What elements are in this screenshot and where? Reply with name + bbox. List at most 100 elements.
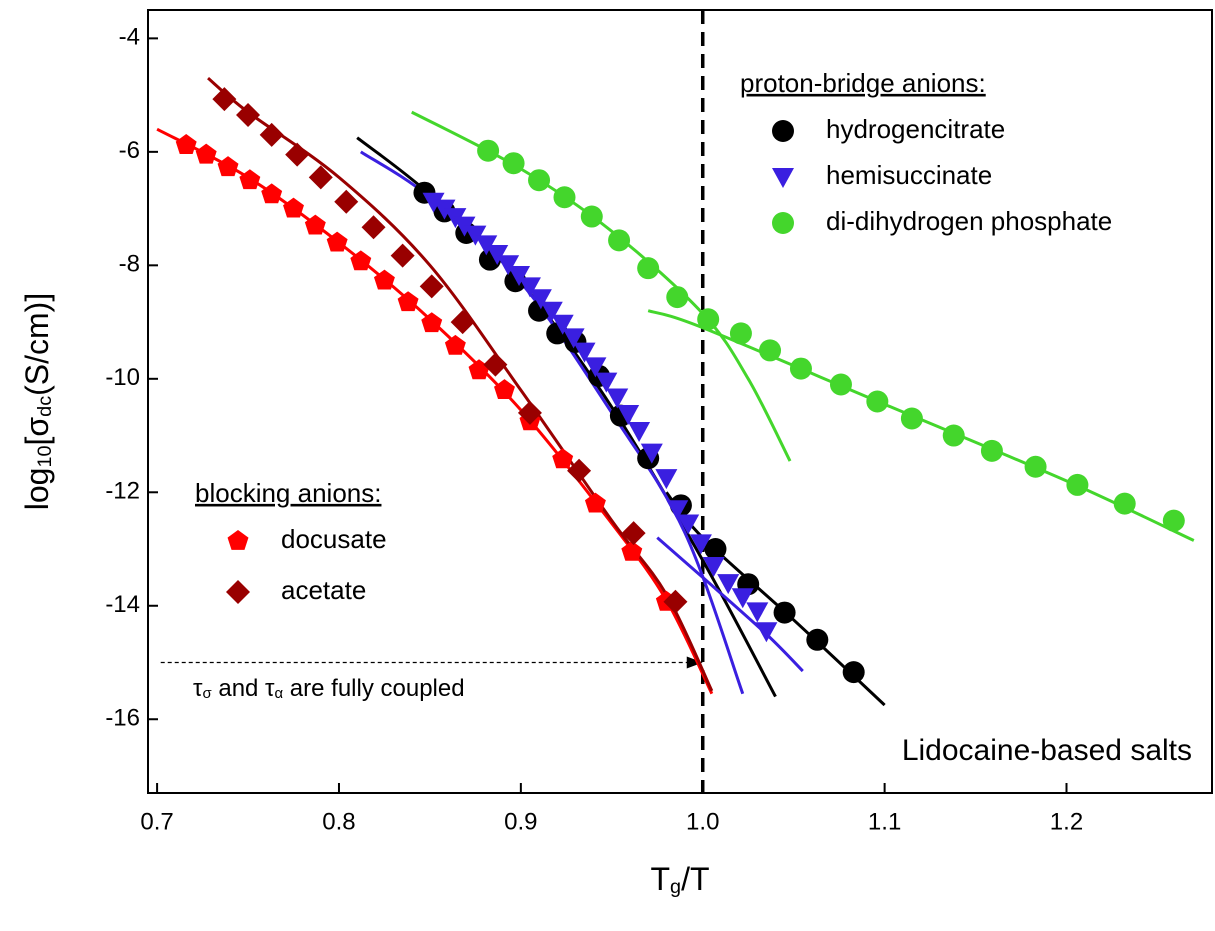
- subscript: dc: [34, 396, 56, 417]
- point: [304, 214, 326, 235]
- point: [1066, 473, 1089, 496]
- point: [789, 357, 812, 380]
- point: [842, 661, 865, 684]
- point: [942, 424, 965, 447]
- point: [628, 422, 651, 443]
- point: [528, 169, 551, 192]
- x-tick-label: 0.7: [140, 808, 173, 835]
- point: [553, 186, 576, 209]
- point: [731, 588, 754, 609]
- point: [1113, 492, 1136, 515]
- plot-frame: [147, 9, 1213, 794]
- point: [239, 169, 261, 190]
- y-tick-label: -12: [105, 478, 140, 505]
- legend-title: proton-bridge anions:: [740, 68, 986, 98]
- y-tick-label: -14: [105, 591, 140, 618]
- point: [666, 500, 689, 521]
- point: [573, 342, 596, 363]
- point: [621, 521, 646, 546]
- text-part: /T: [681, 861, 709, 897]
- point: [334, 189, 359, 214]
- point: [502, 152, 525, 175]
- point: [422, 192, 445, 213]
- point: [655, 469, 678, 490]
- point: [552, 448, 574, 469]
- text-part: [σ: [19, 417, 55, 446]
- legend-title: blocking anions:: [195, 478, 381, 508]
- point: [704, 538, 727, 561]
- subscript: α: [275, 686, 284, 702]
- point: [283, 197, 304, 218]
- point: [663, 589, 688, 614]
- point: [285, 142, 310, 167]
- point: [1024, 455, 1047, 478]
- point: [729, 322, 752, 345]
- point: [421, 312, 443, 333]
- point: [829, 373, 852, 396]
- point: [746, 602, 769, 623]
- legend-marker: [227, 530, 249, 550]
- text-part: are fully coupled: [283, 675, 464, 702]
- point: [666, 286, 689, 309]
- point: [640, 443, 663, 464]
- fit-curve: [356, 136, 777, 698]
- point: [540, 301, 563, 322]
- point: [494, 379, 515, 400]
- point: [755, 622, 778, 643]
- point: [677, 514, 700, 535]
- fit-curve: [656, 536, 804, 673]
- point: [195, 143, 217, 164]
- point: [326, 231, 348, 252]
- y-tick-label: -4: [119, 24, 140, 51]
- point: [450, 310, 475, 335]
- fit-curve: [647, 309, 1195, 542]
- point: [419, 274, 444, 299]
- point: [584, 492, 606, 513]
- point: [806, 628, 829, 651]
- point: [464, 225, 487, 246]
- point: [236, 102, 261, 127]
- point: [621, 540, 643, 561]
- legend-label: docusate: [281, 524, 387, 554]
- legend-label: acetate: [281, 575, 366, 605]
- text-part: (S/cm)]: [19, 293, 55, 396]
- point: [551, 314, 574, 335]
- legend-marker: [226, 580, 250, 604]
- point: [637, 257, 660, 280]
- point: [697, 308, 720, 331]
- legend-label: hydrogencitrate: [826, 114, 1005, 144]
- point: [517, 400, 542, 425]
- point: [475, 235, 498, 256]
- legend-label: di-dihydrogen phosphate: [826, 206, 1112, 236]
- point: [261, 183, 283, 204]
- point: [508, 265, 531, 286]
- y-tick-label: -8: [119, 251, 140, 278]
- subscript: g: [670, 876, 681, 898]
- point: [212, 87, 237, 112]
- point: [580, 205, 603, 228]
- point: [1162, 509, 1185, 532]
- point: [702, 557, 725, 578]
- point: [567, 458, 592, 483]
- annotation: τσ and τα are fully coupled: [193, 675, 465, 702]
- x-axis-label: Tg/T: [650, 861, 709, 898]
- point: [717, 574, 740, 595]
- text-part: and τ: [212, 675, 275, 702]
- y-tick-label: -16: [105, 705, 140, 732]
- point: [980, 439, 1003, 462]
- point: [529, 289, 552, 310]
- text-part: log: [19, 468, 55, 511]
- point: [606, 388, 629, 409]
- point: [373, 269, 395, 290]
- x-tick-label: 1.2: [1050, 808, 1083, 835]
- arrow-head: [686, 656, 703, 669]
- x-tick-label: 1.1: [868, 808, 901, 835]
- subscript: σ: [202, 686, 211, 702]
- point: [759, 339, 782, 362]
- point: [689, 534, 712, 555]
- point: [617, 404, 640, 425]
- point: [562, 328, 585, 349]
- point: [259, 122, 284, 147]
- y-axis-label: log10[σdc(S/cm)]: [19, 293, 56, 510]
